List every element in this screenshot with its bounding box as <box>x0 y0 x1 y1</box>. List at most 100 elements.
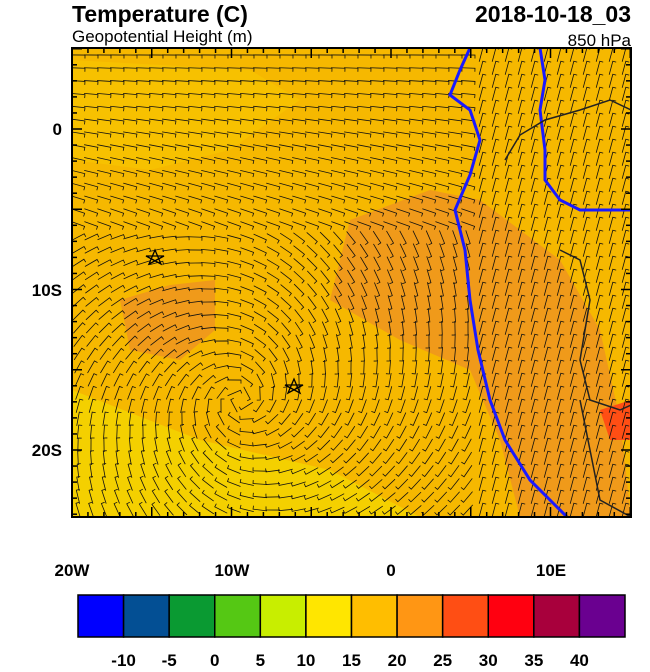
barb <box>180 424 185 439</box>
colorbar-label: 35 <box>524 651 543 667</box>
barb <box>240 247 255 256</box>
barb <box>368 505 384 515</box>
barb <box>175 337 191 345</box>
barb <box>448 438 459 452</box>
barb <box>556 476 565 491</box>
barb <box>239 93 255 99</box>
barb <box>103 437 108 453</box>
barb <box>595 138 604 153</box>
barb <box>72 131 86 138</box>
barb <box>187 287 203 292</box>
barb <box>252 93 268 99</box>
barb <box>439 307 444 323</box>
barb <box>396 221 411 230</box>
barb <box>373 269 381 285</box>
barb <box>396 438 408 452</box>
barb <box>188 300 203 305</box>
barb <box>608 60 617 75</box>
barb <box>227 425 241 436</box>
barb <box>213 80 229 85</box>
barb <box>517 229 526 244</box>
barb <box>435 169 450 178</box>
barb <box>123 247 139 253</box>
barb <box>334 295 342 311</box>
barb <box>621 229 630 244</box>
barb <box>110 157 125 164</box>
barb <box>292 195 307 204</box>
barb <box>153 449 159 465</box>
barb <box>569 385 578 400</box>
barb <box>139 475 147 491</box>
barb <box>422 221 437 230</box>
barb <box>103 424 109 440</box>
barb <box>83 67 99 72</box>
barb <box>517 346 526 361</box>
barb <box>595 99 604 114</box>
barb <box>478 359 487 374</box>
barb <box>357 118 372 125</box>
barb <box>369 105 385 112</box>
barb <box>478 424 487 439</box>
barb <box>126 501 134 517</box>
barb <box>72 157 86 164</box>
barb <box>282 347 290 363</box>
barb <box>96 93 112 99</box>
barb <box>413 282 419 298</box>
barb <box>399 346 404 362</box>
barb <box>387 282 393 298</box>
barb <box>517 502 526 517</box>
barb <box>556 112 565 127</box>
barb <box>360 282 368 298</box>
barb <box>569 372 578 387</box>
colorbar-swatch <box>122 594 170 638</box>
barb <box>213 314 229 320</box>
barb <box>582 450 591 465</box>
barb <box>504 125 513 140</box>
barb <box>491 385 500 400</box>
barb <box>319 386 327 401</box>
barb <box>293 258 305 271</box>
barb <box>112 347 125 360</box>
barb <box>253 323 267 335</box>
barb <box>346 256 356 272</box>
colorbar-swatch <box>305 594 353 638</box>
barb <box>175 131 190 138</box>
barb <box>126 373 137 387</box>
barb <box>543 398 552 413</box>
barb <box>543 333 552 348</box>
barb <box>329 493 345 501</box>
barb <box>149 131 164 138</box>
barb <box>409 157 424 164</box>
barb <box>491 242 500 257</box>
barb <box>491 281 500 296</box>
barb <box>110 221 125 230</box>
barb <box>374 282 381 298</box>
barb <box>425 320 430 336</box>
barb <box>344 182 359 191</box>
barb <box>608 190 617 205</box>
barb <box>595 398 604 413</box>
barb <box>595 268 604 283</box>
barb <box>425 230 433 246</box>
barb <box>491 151 500 166</box>
barb <box>136 182 151 191</box>
barb <box>460 80 476 85</box>
barb <box>569 112 578 127</box>
barb <box>543 125 552 140</box>
barb <box>329 479 345 489</box>
barb <box>253 157 268 164</box>
barb <box>517 99 526 114</box>
barb <box>215 424 226 438</box>
barb <box>164 488 174 503</box>
barb <box>517 476 526 491</box>
barb <box>556 255 565 270</box>
barb <box>491 99 500 114</box>
barb <box>422 144 437 151</box>
barb <box>138 360 151 373</box>
barb <box>201 131 216 138</box>
barb <box>201 169 216 178</box>
barb <box>161 105 177 112</box>
barb <box>543 502 552 517</box>
barb <box>369 465 383 477</box>
barb <box>435 131 450 138</box>
